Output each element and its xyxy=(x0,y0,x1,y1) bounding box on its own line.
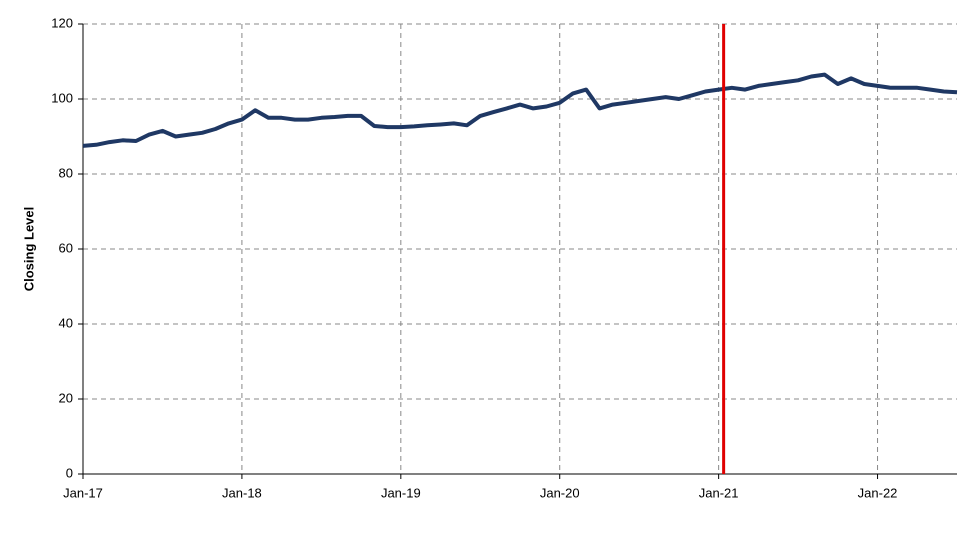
y-tick-label: 100 xyxy=(51,90,73,105)
y-tick-label: 40 xyxy=(59,315,73,330)
y-tick-label: 0 xyxy=(66,465,73,480)
y-axis-label: Closing Level xyxy=(21,207,36,292)
y-tick-label: 60 xyxy=(59,240,73,255)
x-tick-label: Jan-20 xyxy=(540,485,580,500)
x-tick-label: Jan-18 xyxy=(222,485,262,500)
x-tick-label: Jan-19 xyxy=(381,485,421,500)
data-line xyxy=(82,72,958,148)
x-tick-label: Jan-21 xyxy=(699,485,739,500)
x-tick-label: Jan-22 xyxy=(858,485,898,500)
y-tick-label: 120 xyxy=(51,15,73,30)
x-tick-label: Jan-17 xyxy=(63,485,103,500)
y-tick-label: 20 xyxy=(59,390,73,405)
y-tick-label: 80 xyxy=(59,165,73,180)
